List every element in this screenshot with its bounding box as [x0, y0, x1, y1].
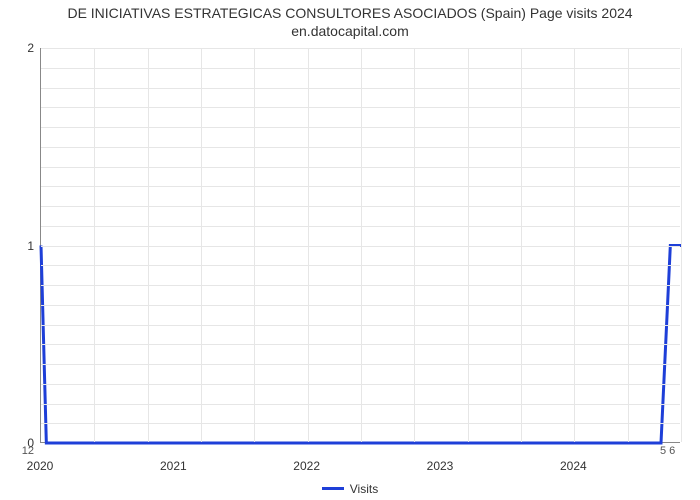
x-tick-label: 2021 [160, 459, 187, 473]
grid-line-vertical [521, 48, 522, 442]
plot-area [40, 48, 680, 443]
chart-container: DE INICIATIVAS ESTRATEGICAS CONSULTORES … [0, 0, 700, 500]
grid-line-vertical [468, 48, 469, 442]
grid-line-vertical [201, 48, 202, 442]
grid-line-vertical [628, 48, 629, 442]
grid-line-vertical [148, 48, 149, 442]
grid-line-vertical [254, 48, 255, 442]
x-tick-label: 2020 [27, 459, 54, 473]
legend-item: Visits [322, 482, 378, 496]
y-tick-label: 1 [12, 239, 34, 253]
x-tick-label: 2024 [560, 459, 587, 473]
y-below-axis-label: 12 [12, 445, 34, 457]
x-tick-label: 2022 [293, 459, 320, 473]
legend-label: Visits [350, 482, 378, 496]
grid-line-vertical [574, 48, 575, 442]
grid-line-vertical [681, 48, 682, 442]
legend-swatch [322, 487, 344, 490]
x-tick-label: 2023 [427, 459, 454, 473]
chart-title: DE INICIATIVAS ESTRATEGICAS CONSULTORES … [0, 4, 700, 40]
legend: Visits [0, 477, 700, 496]
grid-line-vertical [414, 48, 415, 442]
grid-line-vertical [308, 48, 309, 442]
y-tick-label: 2 [12, 41, 34, 55]
grid-line-vertical [361, 48, 362, 442]
grid-line-vertical [94, 48, 95, 442]
x-right-extra-label: 5 6 [660, 445, 675, 457]
